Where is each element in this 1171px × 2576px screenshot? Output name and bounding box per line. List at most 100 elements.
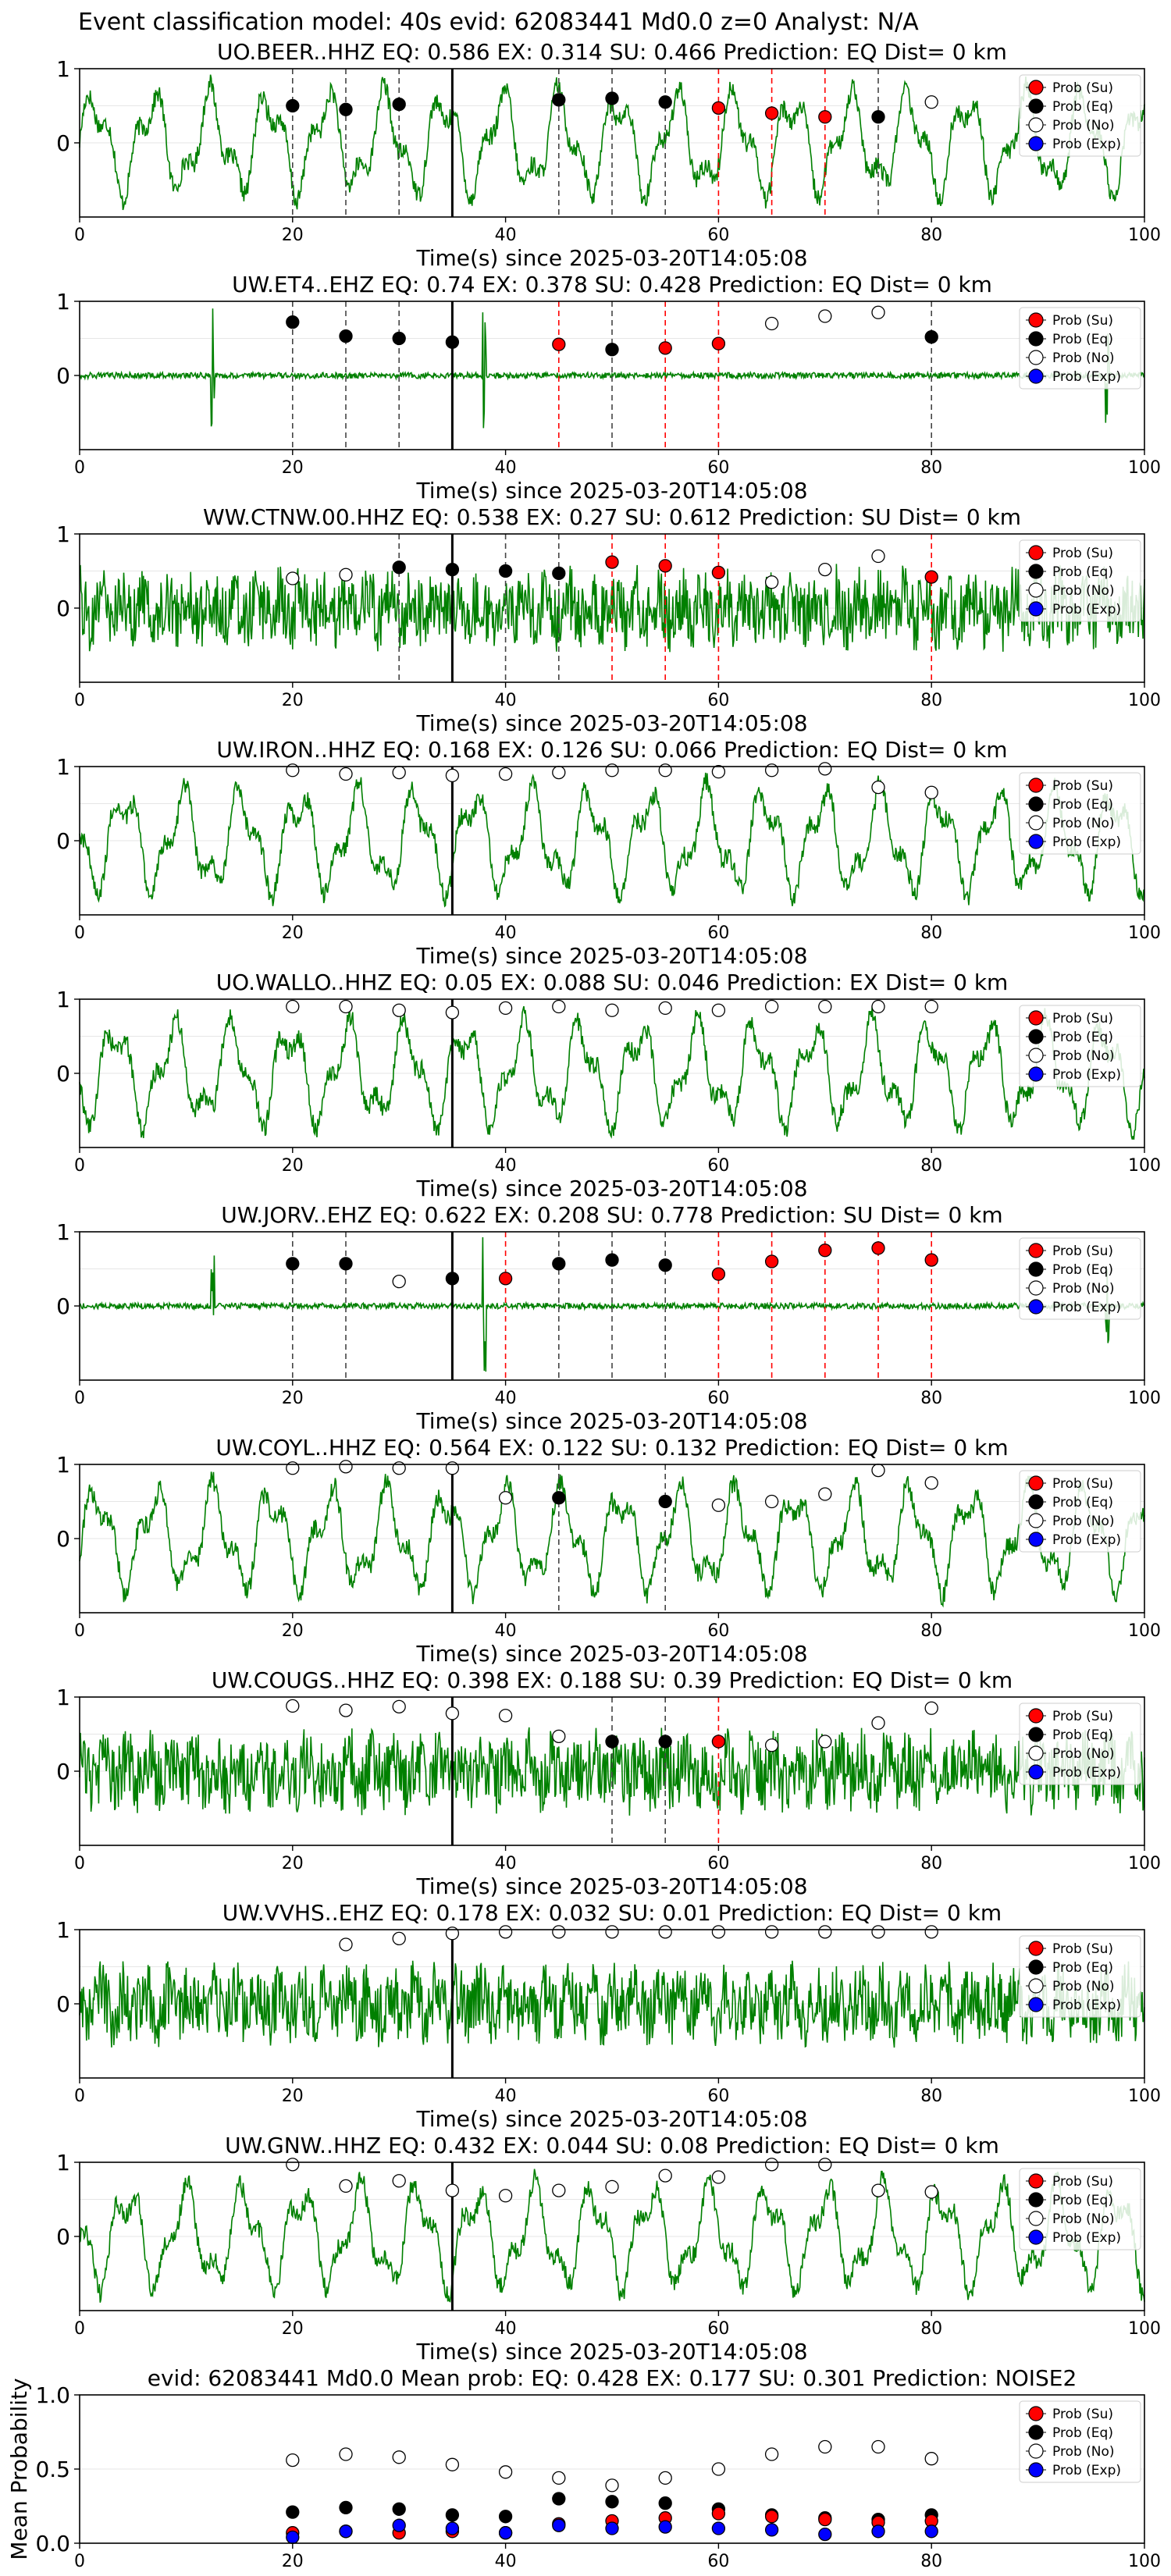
mean-marker-eq — [605, 2495, 619, 2509]
legend-marker-eq — [1028, 2425, 1044, 2440]
y-tick-label: 0 — [56, 1991, 70, 2017]
x-tick-label: 20 — [282, 458, 304, 478]
x-tick-label: 100 — [1128, 2552, 1161, 2571]
y-tick-label: 1.0 — [35, 2382, 70, 2408]
prob-marker-no — [658, 1925, 672, 1939]
mean-marker-no — [764, 2447, 779, 2461]
y-tick-label: 0 — [56, 1759, 70, 1784]
panel-uo-beer--hhz: UO.BEER..HHZ EQ: 0.586 EX: 0.314 SU: 0.4… — [56, 39, 1161, 271]
prob-marker-no — [764, 1738, 779, 1752]
legend-marker-su — [1028, 2406, 1044, 2421]
waveform-trace — [79, 772, 1145, 908]
panel-uw-vvhs--ehz: UW.VVHS..EHZ EQ: 0.178 EX: 0.032 SU: 0.0… — [56, 1900, 1161, 2132]
legend-marker-no — [1028, 1513, 1044, 1528]
x-tick-label: 60 — [707, 1621, 729, 1641]
x-tick-label: 100 — [1128, 458, 1161, 478]
prob-marker-no — [658, 763, 672, 777]
prob-marker-su — [498, 1272, 513, 1286]
prob-marker-su — [605, 555, 619, 569]
legend-label: Prob (No) — [1052, 2444, 1115, 2460]
prob-marker-eq — [658, 1494, 672, 1509]
mean-marker-eq — [498, 2510, 513, 2524]
legend-marker-exp — [1028, 1066, 1044, 1082]
legend-marker-su — [1028, 1010, 1044, 1026]
prob-marker-eq — [552, 566, 566, 580]
mean-marker-exp — [498, 2526, 513, 2540]
legend-label: Prob (Exp) — [1052, 602, 1121, 617]
x-tick-label: 100 — [1128, 1621, 1161, 1641]
legend-box — [1019, 1470, 1141, 1553]
prob-marker-eq — [658, 1258, 672, 1272]
y-tick-label: 1 — [56, 2150, 70, 2176]
x-tick-label: 20 — [282, 2087, 304, 2106]
mean-marker-exp — [339, 2524, 353, 2539]
prob-marker-no — [871, 1463, 885, 1478]
legend-marker-eq — [1028, 1727, 1044, 1742]
mean-marker-no — [871, 2439, 885, 2454]
prob-marker-no — [392, 765, 406, 780]
x-tick-label: 20 — [282, 1854, 304, 1873]
prob-marker-no — [445, 1461, 460, 1475]
legend-box — [1019, 1703, 1141, 1785]
legend-marker-su — [1028, 545, 1044, 560]
panel-title: UW.COYL..HHZ EQ: 0.564 EX: 0.122 SU: 0.1… — [215, 1435, 1008, 1461]
x-tick-label: 0 — [74, 1854, 85, 1873]
x-tick-label: 100 — [1128, 1156, 1161, 1176]
legend-label: Prob (Exp) — [1052, 1765, 1121, 1781]
prob-marker-no — [498, 767, 513, 781]
y-tick-label: 1 — [56, 754, 70, 780]
x-tick-label: 60 — [707, 1854, 729, 1873]
mean-marker-eq — [552, 2492, 566, 2506]
y-tick-label: 0 — [56, 596, 70, 621]
x-tick-label: 20 — [282, 1621, 304, 1641]
prob-marker-no — [605, 763, 619, 777]
x-tick-label: 20 — [282, 691, 304, 710]
prob-marker-eq — [605, 1253, 619, 1267]
legend-label: Prob (Exp) — [1052, 2463, 1121, 2478]
prob-marker-no — [871, 2183, 885, 2197]
legend-marker-eq — [1028, 2192, 1044, 2208]
prob-marker-no — [392, 1931, 406, 1946]
legend-box — [1019, 1005, 1141, 1087]
prob-marker-no — [339, 1937, 353, 1952]
prob-marker-eq — [339, 1257, 353, 1271]
legend-marker-eq — [1028, 331, 1044, 347]
legend-box — [1019, 1237, 1141, 1320]
legend-label: Prob (Eq) — [1052, 797, 1113, 813]
prob-marker-su — [658, 559, 672, 573]
prob-marker-su — [818, 1244, 832, 1258]
panel-title: UW.COUGS..HHZ EQ: 0.398 EX: 0.188 SU: 0.… — [212, 1667, 1013, 1693]
prob-marker-no — [392, 1275, 406, 1289]
legend-marker-eq — [1028, 98, 1044, 114]
panel-mean-probability: evid: 62083441 Md0.0 Mean prob: EQ: 0.42… — [6, 2365, 1161, 2571]
prob-marker-no — [445, 1706, 460, 1720]
prob-marker-eq — [392, 331, 406, 346]
prob-marker-eq — [339, 329, 353, 343]
x-tick-label: 40 — [495, 1156, 517, 1176]
legend-marker-no — [1028, 1978, 1044, 1994]
prob-marker-no — [286, 571, 300, 585]
prob-marker-no — [552, 999, 566, 1014]
x-tick-label: 40 — [495, 458, 517, 478]
x-axis-label: Time(s) since 2025-03-20T14:05:08 — [415, 245, 807, 271]
x-axis-label: Time(s) since 2025-03-20T14:05:08 — [415, 943, 807, 969]
prob-marker-no — [764, 999, 779, 1014]
prob-marker-su — [658, 341, 672, 355]
legend-label: Prob (Su) — [1052, 546, 1113, 561]
legend-label: Prob (Su) — [1052, 1244, 1113, 1259]
legend-marker-exp — [1028, 1764, 1044, 1780]
mean-marker-exp — [871, 2524, 885, 2539]
mean-marker-no — [711, 2462, 726, 2476]
legend-label: Prob (No) — [1052, 583, 1115, 599]
prob-marker-su — [818, 110, 832, 124]
legend-box — [1019, 2168, 1141, 2250]
prob-marker-no — [924, 1701, 938, 1715]
panel-title: evid: 62083441 Md0.0 Mean prob: EQ: 0.42… — [148, 2365, 1077, 2391]
legend-marker-no — [1028, 582, 1044, 598]
prob-marker-no — [445, 2183, 460, 2197]
x-tick-label: 60 — [707, 1156, 729, 1176]
prob-marker-su — [552, 337, 566, 351]
prob-marker-no — [498, 2189, 513, 2203]
prob-marker-eq — [552, 1491, 566, 1505]
x-axis-label: Time(s) since 2025-03-20T14:05:08 — [415, 1408, 807, 1434]
